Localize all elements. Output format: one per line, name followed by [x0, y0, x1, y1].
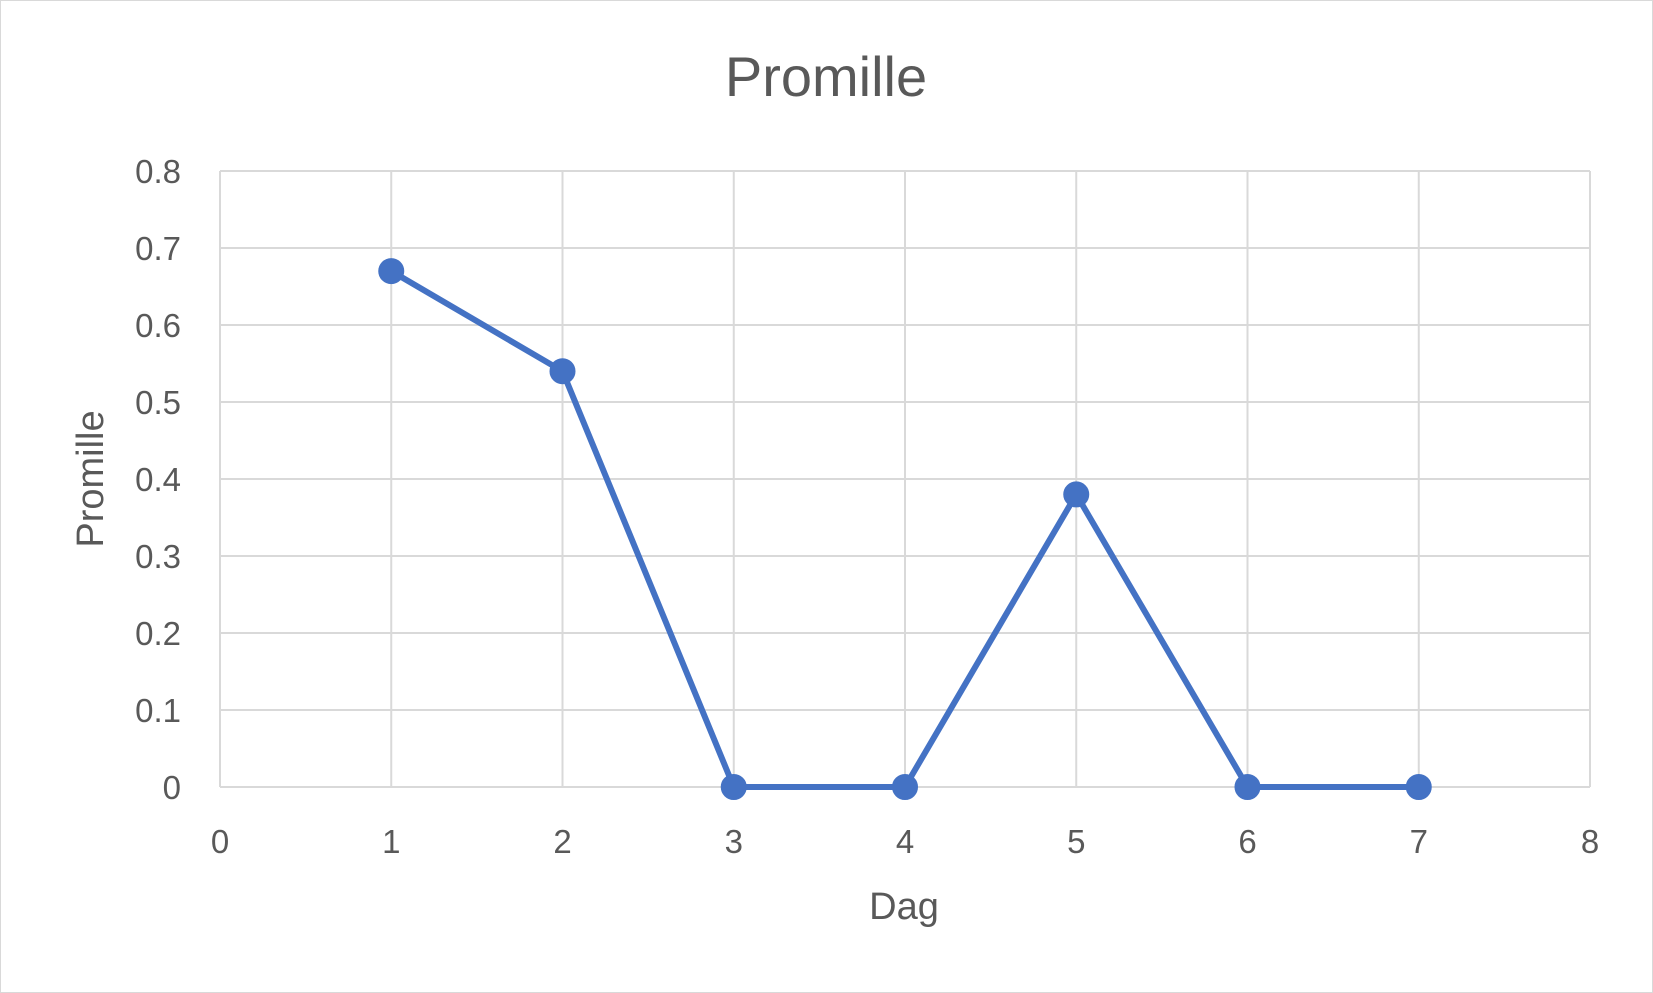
x-axis-title: Dag: [869, 886, 939, 928]
y-tick-label: 0.4: [135, 461, 181, 498]
data-point: [1405, 774, 1432, 800]
data-point: [892, 774, 918, 800]
chart-title: Promille: [725, 45, 927, 108]
data-point: [1234, 774, 1261, 800]
y-tick-label: 0.8: [135, 153, 181, 190]
series-layer: [378, 258, 1432, 800]
y-axis-title: Promille: [70, 410, 112, 547]
y-tick-label: 0.1: [135, 692, 181, 729]
tick-label-layer: 0 1 2 3 4 5 6 7 8 0 0.1 0.2 0.3 0.4 0.5 0.6 0.7 0.8: [135, 153, 1599, 860]
x-tick-label: 1: [382, 823, 400, 860]
y-tick-label: 0.7: [135, 230, 181, 267]
y-tick-label: 0: [163, 769, 181, 806]
data-point: [1063, 481, 1090, 508]
x-tick-label: 7: [1410, 823, 1428, 860]
data-point: [378, 258, 405, 285]
x-tick-label: 2: [553, 823, 571, 860]
x-tick-label: 5: [1067, 823, 1085, 860]
grid-layer: [219, 170, 1591, 788]
data-point: [549, 358, 576, 385]
x-tick-label: 8: [1581, 823, 1599, 860]
y-tick-label: 0.3: [135, 538, 181, 575]
x-tick-label: 4: [896, 823, 914, 860]
y-tick-label: 0.5: [135, 384, 181, 421]
y-tick-label: 0.2: [135, 615, 181, 652]
x-tick-label: 0: [211, 823, 229, 860]
x-tick-label: 3: [725, 823, 743, 860]
y-tick-label: 0.6: [135, 307, 181, 344]
x-tick-label: 6: [1238, 823, 1256, 860]
data-point: [720, 774, 747, 800]
